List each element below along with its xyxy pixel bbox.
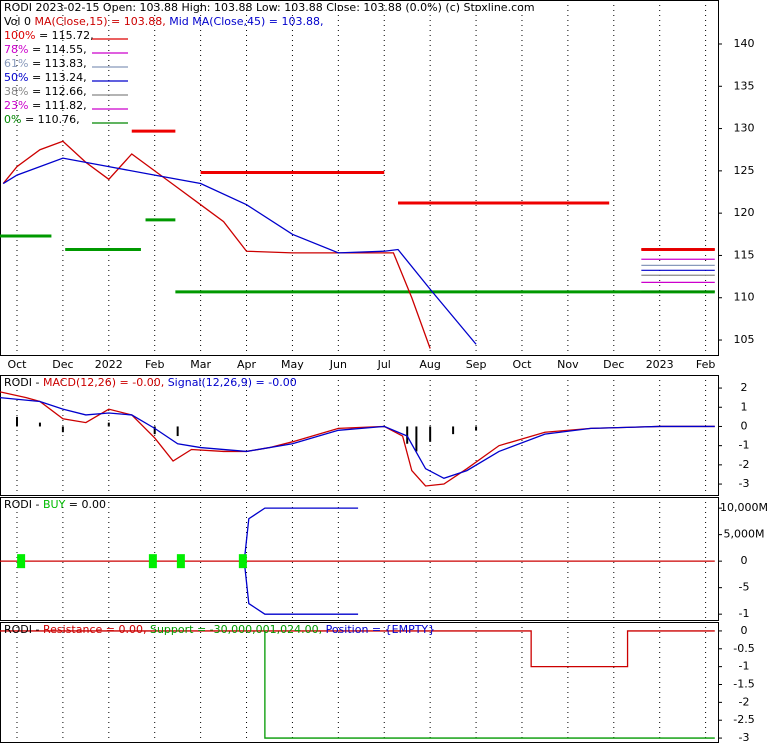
panel-header: Vol 0 MA(Close,15) = 103.88, Mid MA(Clos… <box>4 15 324 28</box>
fib-percent: 50% <box>4 71 28 84</box>
y-tick-label: -5 <box>739 581 750 594</box>
y-tick-label: 1 <box>741 400 748 413</box>
y-tick-label: 140 <box>734 37 755 50</box>
y-tick-label: 10,000M <box>720 501 768 514</box>
fib-label: 23% = 111.82, <box>4 99 87 112</box>
y-tick-label: 0 <box>741 419 748 432</box>
y-tick-label: -1 <box>739 660 750 673</box>
fib-percent: 78% <box>4 43 28 56</box>
fib-label: 38% = 112.66, <box>4 85 87 98</box>
x-tick-label: Jul <box>377 358 391 371</box>
x-tick-label: Dec <box>52 358 73 371</box>
header-part: RODI 2023-02-15 Open: 103.88 High: 103.8… <box>4 1 535 14</box>
panel-frame <box>0 0 719 356</box>
header-part: Signal(12,26,9) = -0.00 <box>164 376 297 389</box>
header-part: Support = -30,000,001,024.00, <box>146 623 322 636</box>
series-line <box>0 391 715 487</box>
series-line <box>2 140 431 349</box>
x-tick-label: Mar <box>190 358 211 371</box>
series-line <box>0 630 715 668</box>
buy-marker <box>148 554 157 569</box>
y-tick-label: 130 <box>734 122 755 135</box>
x-tick-label: Dec <box>603 358 624 371</box>
y-tick-label: -2.5 <box>733 713 754 726</box>
header-part: BUY <box>43 498 66 511</box>
y-tick-label: -1 <box>739 439 750 452</box>
fib-value: = 110.76, <box>21 113 79 126</box>
buy-marker <box>176 554 185 569</box>
y-tick-label: 105 <box>734 333 755 346</box>
y-tick-label: -3 <box>739 477 750 490</box>
panel-frame <box>0 497 719 621</box>
x-tick-label: Jun <box>329 358 347 371</box>
x-tick-label: Sep <box>466 358 487 371</box>
fib-value: = 114.55, <box>28 43 86 56</box>
header-part: Position = {EMPTY} <box>322 623 435 636</box>
fib-percent: 38% <box>4 85 28 98</box>
header-part: RODI - <box>4 623 43 636</box>
panel-header: RODI - BUY = 0.00 <box>4 498 106 511</box>
header-part: Resistance = 0.00, <box>43 623 146 636</box>
buy-marker <box>17 554 26 569</box>
header-part: MA(Close,15) = 103.88, <box>34 15 165 28</box>
y-tick-label: 110 <box>734 291 755 304</box>
x-tick-label: Nov <box>557 358 579 371</box>
fib-value: = 112.66, <box>28 85 86 98</box>
fib-label: 78% = 114.55, <box>4 43 87 56</box>
header-part: Mid MA(Close,45) = 103.88, <box>166 15 324 28</box>
panel-header: RODI 2023-02-15 Open: 103.88 High: 103.8… <box>4 1 535 14</box>
panel-header: RODI - Resistance = 0.00, Support = -30,… <box>4 623 435 636</box>
fib-value: = 115.72, <box>35 29 93 42</box>
x-tick-label: Apr <box>237 358 257 371</box>
x-tick-label: 2022 <box>95 358 123 371</box>
fib-label: 100% = 115.72, <box>4 29 94 42</box>
y-tick-label: 2 <box>741 381 748 394</box>
panel-frame <box>0 622 719 743</box>
x-tick-label: Feb <box>696 358 715 371</box>
y-tick-label: -0.5 <box>733 642 754 655</box>
panel-header: RODI - MACD(12,26) = -0.00, Signal(12,26… <box>4 376 297 389</box>
y-tick-label: 125 <box>734 164 755 177</box>
header-part: = 0.00 <box>65 498 106 511</box>
x-tick-label: 2023 <box>646 358 674 371</box>
header-part: MACD(12,26) = -0.00, <box>43 376 164 389</box>
fib-value: = 113.83, <box>28 57 86 70</box>
x-tick-label: Oct <box>7 358 27 371</box>
buy-marker <box>238 554 247 569</box>
series-line <box>264 630 715 739</box>
fib-percent: 100% <box>4 29 35 42</box>
x-tick-label: May <box>281 358 304 371</box>
y-tick-label: 0 <box>741 624 748 637</box>
series-line <box>2 157 477 345</box>
panel-frame <box>0 375 719 496</box>
y-tick-label: -1.5 <box>733 678 754 691</box>
x-tick-label: Aug <box>419 358 440 371</box>
fib-label: 0% = 110.76, <box>4 113 80 126</box>
fib-label: 61% = 113.83, <box>4 57 87 70</box>
header-part: RODI - <box>4 376 43 389</box>
y-tick-label: -3 <box>739 731 750 744</box>
y-tick-label: 5,000M <box>724 528 765 541</box>
fib-percent: 0% <box>4 113 21 126</box>
header-part: Vol 0 <box>4 15 34 28</box>
fib-value: = 111.82, <box>28 99 86 112</box>
y-tick-label: 0 <box>741 554 748 567</box>
fib-percent: 61% <box>4 57 28 70</box>
y-tick-label: 115 <box>734 248 755 261</box>
fib-value: = 113.24, <box>28 71 86 84</box>
x-tick-label: Oct <box>512 358 532 371</box>
x-tick-label: Feb <box>145 358 164 371</box>
header-part: RODI - <box>4 498 43 511</box>
fib-percent: 23% <box>4 99 28 112</box>
y-tick-label: 135 <box>734 79 755 92</box>
y-tick-label: -2 <box>739 458 750 471</box>
y-tick-label: -2 <box>739 695 750 708</box>
fib-label: 50% = 113.24, <box>4 71 87 84</box>
y-tick-label: -1 <box>739 607 750 620</box>
series-line <box>0 397 715 480</box>
y-tick-label: 120 <box>734 206 755 219</box>
